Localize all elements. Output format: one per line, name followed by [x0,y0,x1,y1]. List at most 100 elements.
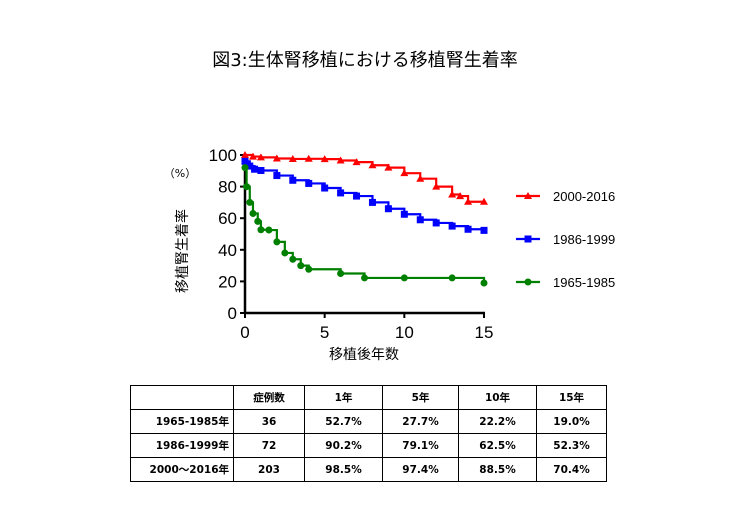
series-line [245,153,484,203]
data-point [246,162,254,170]
table-cell: 79.1% [382,433,459,458]
table-row: 1965-1985年 36 52.7% 27.7% 22.2% 19.0% [130,409,607,434]
data-point [272,154,281,162]
series-1986-1999 [241,157,488,234]
legend-marker [524,278,532,286]
data-point [257,226,265,234]
data-point [320,155,329,163]
data-point [400,274,408,282]
data-point [336,156,345,164]
data-point [400,210,408,218]
page-title: 図3:生体腎移植における移植腎生着率 [212,50,518,71]
chart-axes [243,154,485,315]
x-tick-label: 10 [395,323,414,342]
table-cell: 98.5% [304,457,383,482]
y-tick-label: 60 [218,209,237,228]
table-header-cell: 10年 [458,385,537,410]
data-point [256,153,265,161]
series-1965-1985 [241,164,488,287]
data-point [464,225,472,233]
data-point [480,197,488,205]
legend-label: 1986-1999 [553,232,615,247]
data-point [480,226,488,234]
y-tick-label: 40 [218,241,237,260]
data-point [353,192,361,200]
data-point [249,209,257,217]
data-point [289,176,297,184]
data-point [254,217,262,225]
series-2000-2016 [241,151,488,205]
data-point [241,151,249,158]
table-cell: 1965-1985年 [130,409,234,434]
data-point [464,197,473,205]
data-point [368,198,376,206]
table-cell: 27.7% [382,409,459,434]
table-header-cell: 1年 [304,385,383,410]
y-tick-label: 100 [209,146,237,165]
data-point [305,265,313,273]
table-header-row: 症例数 1年 5年 10年 15年 [130,385,607,410]
data-point [273,238,281,246]
table-row: 2000～2016年 203 98.5% 97.4% 88.5% 70.4% [130,457,607,482]
x-tick-label: 15 [475,323,494,342]
x-axis-label: 移植後年数 [329,347,399,363]
y-tick-label: 80 [218,178,237,197]
table-cell: 97.4% [382,457,459,482]
table-row: 1986-1999年 72 90.2% 79.1% 62.5% 52.3% [130,433,607,458]
table-cell: 70.4% [536,457,607,482]
table-cell: 1986-1999年 [130,433,234,458]
legend-label: 2000-2016 [553,189,615,204]
data-point [304,154,313,162]
table-cell: 90.2% [304,433,383,458]
table-cell: 62.5% [458,433,537,458]
survival-chart: 0 20 40 60 80 100 0 5 10 15 （%） 移植腎生着率 移植後年数 2000… [164,146,615,363]
data-point [368,161,377,169]
data-point [251,165,259,173]
y-unit-label: （%） [164,167,196,180]
data-point [448,274,456,282]
data-point [297,262,305,270]
data-point [352,158,361,166]
data-point [432,219,440,227]
data-point [246,198,254,206]
data-point [361,274,368,282]
data-point [432,182,441,190]
series-line [245,166,486,283]
data-point [281,249,289,257]
data-point [480,279,488,287]
data-point [384,163,393,171]
table-cell: 72 [233,433,305,458]
data-point [400,169,409,177]
table-cell: 2000～2016年 [130,457,234,482]
data-point [448,222,456,230]
survival-table: 症例数 1年 5年 10年 15年 1965-1985年 36 52.7% 27… [130,385,607,482]
legend-label: 1965-1985 [553,275,615,290]
data-point [288,154,297,162]
table-header-cell [130,385,234,410]
data-point [456,192,465,200]
table-cell: 22.2% [458,409,537,434]
data-point [265,226,273,234]
table-cell: 203 [233,457,305,482]
data-point [384,205,392,213]
data-point [241,157,249,165]
y-tick-label: 0 [228,304,237,323]
data-point [416,216,424,224]
data-point [321,184,329,192]
data-point [257,166,265,174]
data-point [243,183,251,191]
data-point [305,179,313,187]
x-tick-label: 5 [320,323,329,342]
table-header-cell: 5年 [382,385,459,410]
table-cell: 88.5% [458,457,537,482]
legend-marker [524,235,532,243]
data-point [337,270,345,277]
table-cell: 36 [233,409,305,434]
table-cell: 19.0% [536,409,607,434]
data-point [416,174,425,182]
table-header-cell: 症例数 [233,385,305,410]
data-point [241,164,249,172]
data-point [248,152,257,160]
legend-marker [524,192,532,199]
data-point [448,190,457,198]
